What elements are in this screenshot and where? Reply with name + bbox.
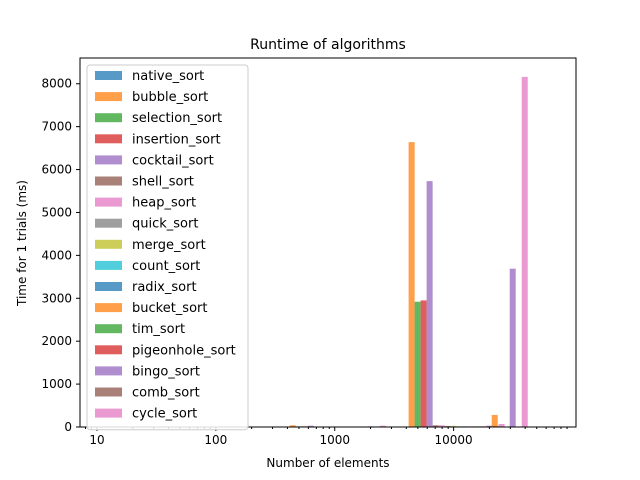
y-tick-label: 6000 bbox=[41, 163, 72, 177]
bar-cocktail_sort-10000 bbox=[426, 181, 433, 427]
legend-swatch-merge_sort bbox=[95, 239, 122, 249]
x-axis-label: Number of elements bbox=[266, 456, 389, 470]
legend-swatch-comb_sort bbox=[95, 387, 122, 397]
legend-swatch-tim_sort bbox=[95, 324, 122, 334]
legend-label-radix_sort: radix_sort bbox=[132, 280, 197, 295]
legend-label-merge_sort: merge_sort bbox=[132, 238, 206, 253]
legend-swatch-bingo_sort bbox=[95, 366, 122, 376]
bar-cycle_sort-10000 bbox=[498, 424, 505, 427]
bar-merge_sort-10000 bbox=[450, 425, 457, 427]
legend-label-selection_sort: selection_sort bbox=[132, 111, 222, 126]
legend-label-shell_sort: shell_sort bbox=[132, 175, 194, 190]
bar-bubble_sort-50000 bbox=[491, 414, 498, 427]
legend-label-insertion_sort: insertion_sort bbox=[132, 132, 221, 147]
bar-cycle_sort-1000 bbox=[379, 425, 386, 427]
legend-label-cycle_sort: cycle_sort bbox=[132, 407, 197, 422]
legend: native_sort bubble_sort selection_sortinse… bbox=[86, 64, 249, 431]
legend-swatch-count_sort bbox=[95, 260, 122, 270]
y-tick-label: 3000 bbox=[41, 291, 72, 305]
bar-bingo_sort-10000 bbox=[486, 425, 493, 427]
bar-heap_sort-50000 bbox=[521, 76, 528, 427]
legend-swatch-cocktail_sort bbox=[95, 155, 122, 165]
bar-shell_sort-10000 bbox=[432, 425, 439, 427]
legend-swatch-pigeonhole_sort bbox=[95, 345, 122, 355]
y-tick-label: 1000 bbox=[41, 377, 72, 391]
chart-title: Runtime of algorithms bbox=[250, 37, 406, 53]
legend-label-comb_sort: comb_sort bbox=[132, 386, 200, 401]
legend-swatch-quick_sort bbox=[95, 218, 122, 228]
legend-swatch-insertion_sort bbox=[95, 134, 122, 144]
legend-label-heap_sort: heap_sort bbox=[132, 196, 196, 211]
legend-box bbox=[86, 64, 249, 431]
bar-insertion_sort-10000 bbox=[420, 300, 427, 427]
y-tick-label: 0 bbox=[64, 420, 72, 434]
legend-swatch-native_sort bbox=[95, 71, 122, 80]
legend-label-pigeonhole_sort: pigeonhole_sort bbox=[132, 343, 236, 358]
legend-label-bingo_sort: bingo_sort bbox=[132, 364, 200, 379]
legend-swatch-bucket_sort bbox=[95, 303, 122, 313]
bar-quick_sort-10000 bbox=[444, 425, 451, 427]
bar-cocktail_sort-50000 bbox=[509, 268, 516, 427]
legend-label-bubble_sort: bubble_sort bbox=[132, 90, 208, 105]
y-axis-label: Time for 1 trials (ms) bbox=[15, 180, 29, 307]
bar-bubble_sort-10000 bbox=[408, 142, 415, 427]
legend-label-count_sort: count_sort bbox=[132, 259, 200, 274]
axes-group: 10 100 1000 10000 0 1000 2000 3000 4000 5000 6000 7… bbox=[41, 57, 577, 447]
bar-cocktail_sort-1000 bbox=[307, 425, 314, 427]
legend-swatch-bubble_sort bbox=[95, 92, 122, 102]
bar-selection_sort-10000 bbox=[414, 301, 421, 427]
y-tick-label: 8000 bbox=[41, 77, 72, 91]
y-tick-label: 2000 bbox=[41, 334, 72, 348]
bar-heap_sort-10000 bbox=[438, 425, 445, 427]
legend-swatch-selection_sort bbox=[95, 113, 122, 123]
legend-swatch-radix_sort bbox=[95, 282, 122, 291]
x-tick-label: 1000 bbox=[319, 433, 350, 447]
legend-label-tim_sort: tim_sort bbox=[132, 322, 185, 337]
legend-label-bucket_sort: bucket_sort bbox=[132, 301, 207, 316]
legend-swatch-shell_sort bbox=[95, 176, 122, 186]
y-tick-label: 7000 bbox=[41, 120, 72, 134]
legend-label-native_sort: native_sort bbox=[132, 69, 204, 84]
y-tick-label: 4000 bbox=[41, 248, 72, 262]
x-tick-label: 10000 bbox=[435, 433, 473, 447]
y-tick-label: 5000 bbox=[41, 205, 72, 219]
x-tick-label: 10 bbox=[89, 433, 104, 447]
legend-swatch-heap_sort bbox=[95, 197, 122, 207]
x-tick-label: 100 bbox=[204, 433, 227, 447]
axes-frame bbox=[79, 57, 577, 428]
legend-label-quick_sort: quick_sort bbox=[132, 217, 198, 232]
legend-swatch-cycle_sort bbox=[95, 408, 122, 418]
legend-label-cocktail_sort: cocktail_sort bbox=[132, 153, 214, 168]
bar-bubble_sort-1000 bbox=[289, 425, 296, 427]
